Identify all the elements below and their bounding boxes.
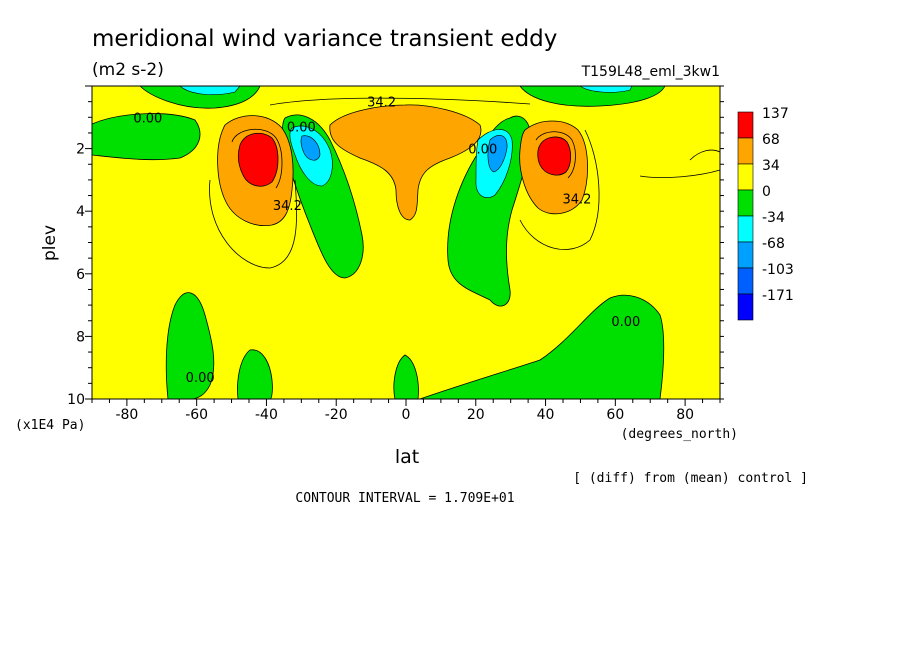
chart-units: (m2 s-2) [92, 60, 164, 80]
green-region-left-high [91, 113, 201, 161]
y-tick-label: 10 [67, 392, 85, 408]
legend-label: 0 [762, 184, 771, 200]
y-tick-label: 4 [76, 204, 85, 220]
colorbar-legend: 137 68 34 0 -34 -68 -103 -171 [737, 106, 794, 321]
red-core-northern [537, 136, 572, 176]
contour-line [535, 131, 576, 179]
contour-interval: CONTOUR INTERVAL = 1.709E+01 [295, 491, 514, 506]
x-tick-label: 80 [676, 407, 694, 423]
legend-label: 34 [762, 158, 780, 174]
blue-core-southern [300, 135, 321, 161]
legend-swatch [737, 189, 754, 217]
contour-label: 34.2 [367, 96, 396, 111]
legend-swatch [737, 267, 754, 295]
contour-lines [209, 97, 721, 269]
contour-label: 0.00 [468, 143, 497, 158]
legend-swatch [737, 111, 754, 139]
x-tick-label: 0 [402, 407, 411, 423]
contour-line [519, 129, 600, 250]
contour-label: 0.00 [611, 315, 640, 330]
orange-region-center [329, 104, 482, 221]
x-tick-label: -40 [255, 407, 278, 423]
y-axis: 2 4 6 8 10 [67, 85, 724, 408]
diff-note: [ (diff) from (mean) control ] [573, 471, 808, 486]
legend-label: -171 [762, 288, 794, 304]
contour-line [689, 149, 721, 161]
green-region-top-right [519, 85, 666, 107]
negative-cores [179, 85, 633, 199]
legend-swatch [737, 163, 754, 191]
y-axis-units: (x1E4 Pa) [15, 418, 85, 433]
contour-label: 0.00 [186, 371, 215, 386]
x-tick-label: -20 [325, 407, 348, 423]
contour-label: 34.2 [273, 199, 302, 214]
legend-swatch [737, 241, 754, 269]
y-tick-label: 6 [76, 267, 85, 283]
red-cores [237, 132, 572, 187]
contour-label: 34.2 [562, 193, 591, 208]
legend-label: -103 [762, 262, 794, 278]
green-region-center-low [393, 354, 419, 400]
y-tick-label: 2 [76, 142, 85, 158]
cyan-core-top-right [579, 85, 633, 93]
x-tick-label: -60 [185, 407, 208, 423]
contour-line [231, 129, 283, 189]
legend-swatch [737, 215, 754, 243]
legend-label: 68 [762, 132, 780, 148]
green-region-southern-low [165, 292, 215, 400]
contour-line [269, 97, 531, 106]
run-label: T159L48_eml_3kw1 [581, 64, 720, 80]
plot-area: 34.2 0.00 0.00 34.2 0.00 34.2 0.00 0.00 [91, 85, 721, 400]
legend-swatch [737, 293, 754, 321]
chart-title: meridional wind variance transient eddy [92, 26, 557, 52]
x-axis-label: lat [395, 446, 419, 468]
legend-swatch [737, 137, 754, 165]
blue-core-northern [487, 135, 508, 173]
x-tick-label: -80 [115, 407, 138, 423]
x-axis-units: (degrees_north) [621, 427, 738, 442]
contour-label: 0.00 [287, 121, 316, 136]
x-tick-label: 60 [606, 407, 624, 423]
red-core-southern [237, 132, 279, 187]
contour-line [639, 169, 721, 179]
y-tick-label: 8 [76, 329, 85, 345]
x-tick-label: 20 [467, 407, 485, 423]
contour-labels: 34.2 0.00 0.00 34.2 0.00 34.2 0.00 0.00 [133, 96, 640, 386]
contour-label: 0.00 [133, 111, 162, 126]
x-tick-label: 40 [537, 407, 555, 423]
legend-label: -68 [762, 236, 785, 252]
cyan-core-top [179, 85, 241, 95]
y-axis-label: plev [40, 225, 60, 261]
green-region-left-low [237, 349, 273, 400]
green-region-northern-low [419, 294, 665, 400]
legend-label: 137 [762, 106, 789, 122]
x-axis: -80 -60 -40 -20 0 20 40 60 80 [91, 399, 721, 423]
legend-label: -34 [762, 210, 785, 226]
contour-line [209, 179, 298, 269]
